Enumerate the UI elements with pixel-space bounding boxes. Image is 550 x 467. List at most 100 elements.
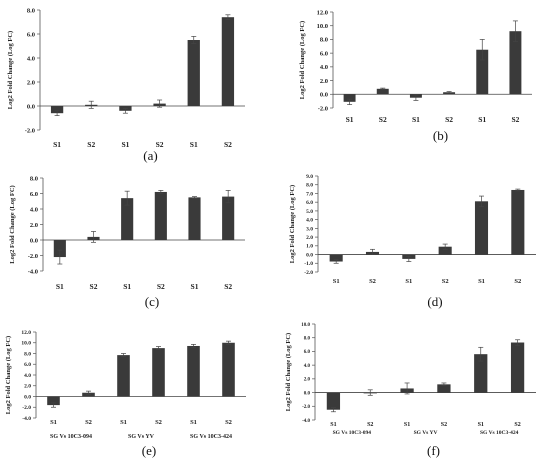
category-label: S1 — [478, 278, 485, 285]
y-tick-label: 6.0 — [320, 50, 328, 57]
category-label: S2 — [369, 278, 376, 285]
y-tick-label: 10.0 — [21, 341, 31, 347]
bar — [47, 396, 60, 406]
group-label: SG Vs 10C3-094 — [50, 434, 92, 440]
y-tick-label: 2.0 — [306, 235, 313, 241]
bar — [154, 191, 167, 240]
y-tick-label: 8.0 — [27, 7, 35, 14]
category-label: S1 — [404, 422, 410, 428]
category-label: S1 — [478, 115, 486, 124]
bar — [222, 196, 235, 240]
category-label: S1 — [190, 419, 197, 426]
y-tick-label: 3.0 — [306, 226, 313, 232]
bar — [474, 354, 488, 393]
y-tick-label: 8.0 — [24, 351, 31, 357]
category-label: S1 — [478, 422, 484, 428]
bar — [437, 384, 451, 393]
category-label: S1 — [330, 422, 336, 428]
category-label: S2 — [379, 115, 387, 124]
bar — [53, 240, 66, 258]
category-label: S1 — [190, 140, 198, 149]
bar — [187, 345, 200, 397]
y-tick-label: -4.0 — [28, 268, 38, 275]
category-label: S2 — [85, 419, 92, 426]
bar — [509, 31, 522, 95]
y-tick-label: 4.0 — [24, 373, 31, 379]
y-tick-label: -2.0 — [302, 405, 310, 410]
bar — [510, 342, 525, 393]
y-tick-label: 6.0 — [27, 31, 35, 38]
category-label: S2 — [514, 422, 520, 428]
bar — [329, 254, 343, 262]
category-label: S1 — [50, 419, 57, 426]
panel-label: (e) — [142, 443, 156, 458]
bar — [121, 198, 134, 240]
y-tick-label: 8.0 — [304, 336, 311, 341]
bar — [376, 88, 389, 95]
category-label: S2 — [225, 419, 232, 426]
y-tick-label: 6.0 — [30, 191, 38, 198]
category-label: S1 — [121, 140, 129, 149]
y-tick-label: 0.0 — [320, 92, 328, 99]
category-label: S1 — [191, 282, 199, 291]
bar — [50, 106, 64, 114]
y-tick-label: 4.0 — [320, 64, 328, 71]
y-tick-label: 6.0 — [306, 200, 313, 206]
y-axis-title: Log2 Fold Change (Log FC) — [5, 336, 12, 414]
y-tick-label: 12.0 — [317, 9, 328, 16]
y-tick-label: 7.0 — [306, 191, 313, 197]
panel-e: -4.0 -2.0 0.0 2.0 4.0 6.0 8.0 10.0 12.0 Log2 Fold… — [5, 330, 246, 458]
category-label: S2 — [224, 282, 232, 291]
panel-label: (f) — [427, 443, 440, 458]
category-label: S1 — [53, 140, 61, 149]
y-tick-label: 4.0 — [306, 218, 313, 224]
category-label: S2 — [90, 282, 98, 291]
bar — [343, 94, 356, 102]
y-tick-label: -2.0 — [304, 270, 313, 276]
y-axis-title: Log2 Fold Change (Log FC) — [285, 333, 292, 411]
bar — [152, 348, 165, 397]
category-label: S2 — [511, 115, 519, 124]
group-label: SG Vs YV — [128, 434, 155, 440]
y-tick-label: 2.0 — [24, 384, 31, 390]
y-tick-label: 8.0 — [320, 37, 328, 44]
bar — [476, 49, 489, 95]
y-tick-label: 0.0 — [24, 394, 31, 400]
bar — [187, 40, 200, 106]
y-tick-label: -2.0 — [28, 253, 38, 260]
group-label: SG Vs 10C3-424 — [480, 430, 519, 436]
y-tick-label: 8.0 — [306, 183, 313, 189]
y-tick-label: 9.0 — [306, 174, 313, 180]
group-label: SG Vs 10C3-094 — [333, 430, 372, 436]
category-label: S1 — [123, 282, 131, 291]
bar — [511, 189, 525, 255]
y-tick-label: 2.0 — [304, 378, 311, 383]
y-tick-label: 6.0 — [304, 350, 311, 355]
y-tick-label: 12.0 — [21, 330, 31, 336]
y-tick-label: 5.0 — [306, 209, 313, 215]
category-label: S1 — [346, 115, 354, 124]
y-tick-label: -2.0 — [25, 127, 35, 134]
y-tick-label: 8.0 — [30, 175, 38, 182]
group-label: SG Vs YV — [414, 430, 438, 436]
bar — [188, 197, 201, 240]
category-label: S2 — [156, 140, 164, 149]
y-tick-label: 6.0 — [24, 362, 31, 368]
category-label: S2 — [442, 278, 449, 285]
panel-b: -2.0 0.0 2.0 4.0 6.0 8.0 10.0 12.0 Log2 Fold Cha… — [299, 9, 532, 143]
group-label: SG Vs 10C3-424 — [190, 434, 232, 440]
y-tick-label: 4.0 — [304, 364, 311, 369]
y-tick-label: -2.0 — [22, 405, 31, 411]
category-label: S2 — [514, 278, 521, 285]
y-tick-label: 10.0 — [317, 23, 328, 30]
y-tick-label: 10.0 — [301, 323, 310, 328]
bar — [326, 392, 341, 410]
bar — [222, 342, 235, 397]
category-label: S1 — [56, 282, 64, 291]
category-label: S2 — [87, 140, 95, 149]
y-tick-label: 2.0 — [320, 78, 328, 85]
y-tick-label: 2.0 — [27, 79, 35, 86]
bar — [438, 246, 452, 255]
bar — [117, 355, 130, 397]
